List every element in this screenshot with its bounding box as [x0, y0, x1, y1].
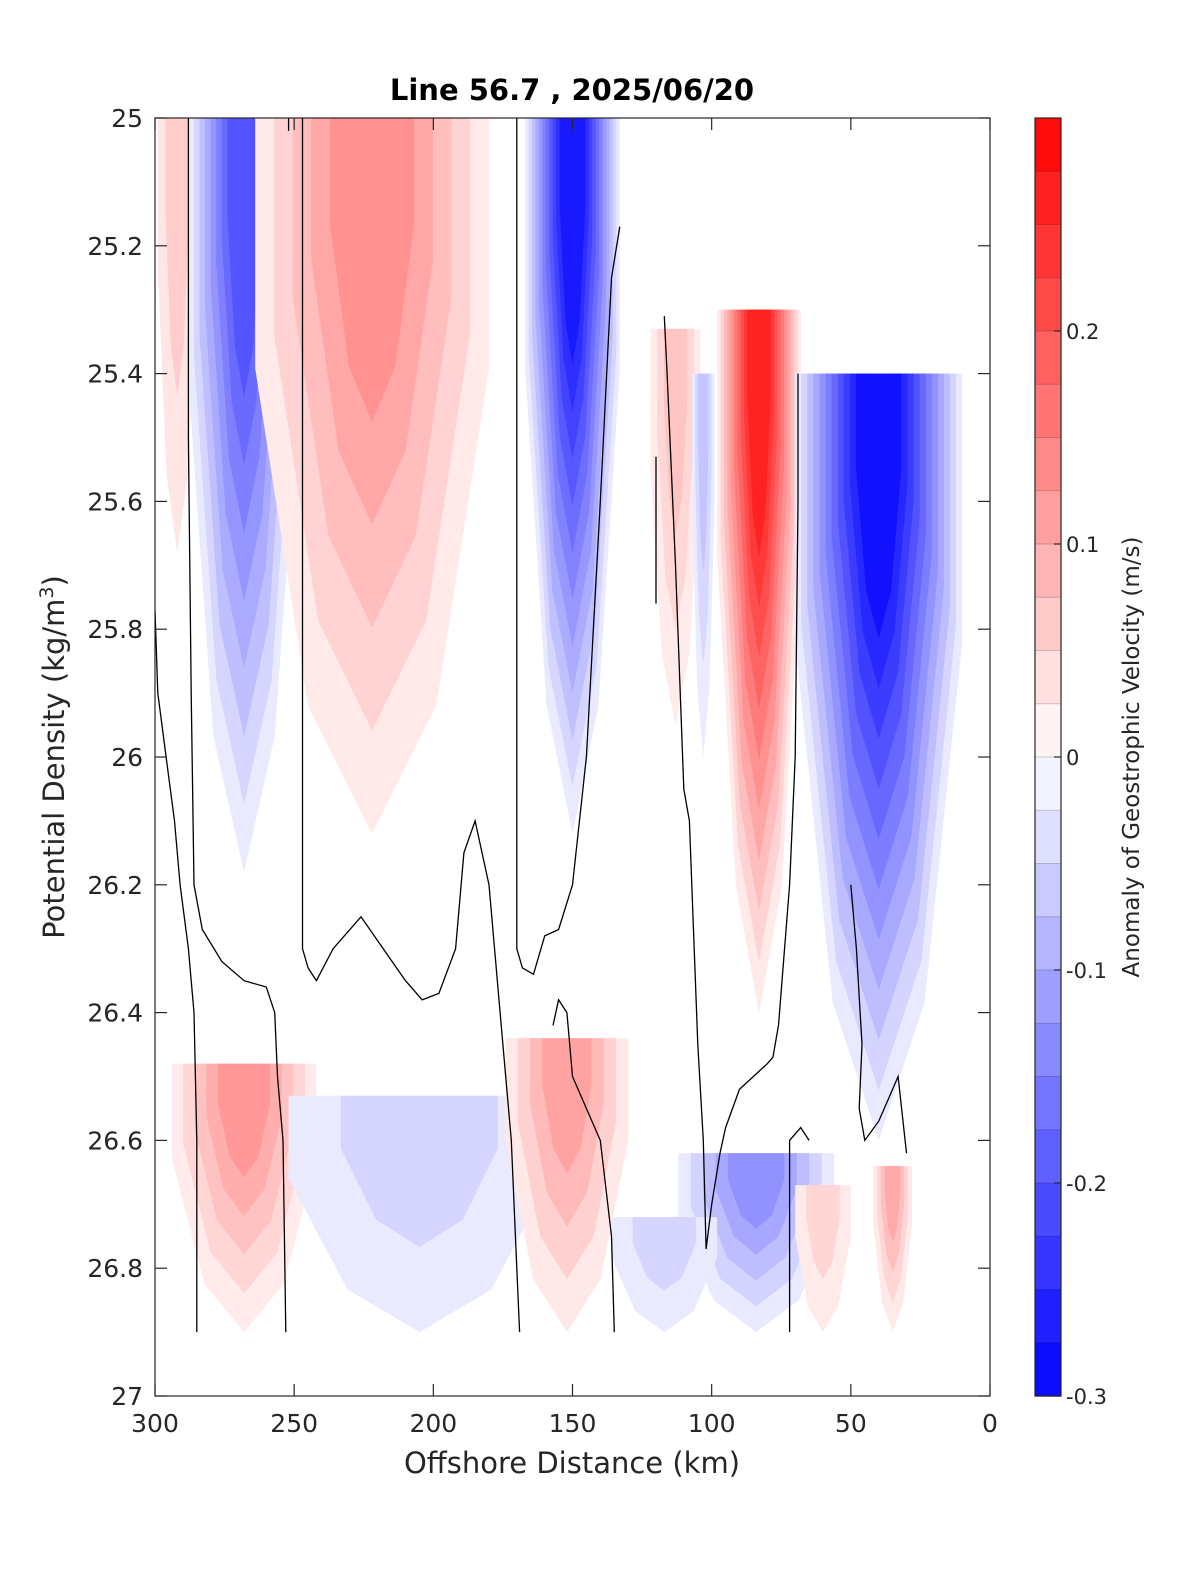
y-axis-label-superscript: 3 [36, 586, 58, 598]
y-tick-label-3: 25.6 [87, 487, 143, 516]
colorbar-level-7 [1035, 490, 1061, 545]
colorbar-tick-label-0: 0.2 [1066, 320, 1099, 344]
colorbar-tick-label-2: 0 [1066, 746, 1079, 770]
x-axis-label: Offshore Distance (km) [404, 1446, 740, 1480]
y-axis-label-main: Potential Density (kg/m [37, 599, 71, 939]
colorbar-level-16 [1035, 970, 1061, 1024]
zero-contours [155, 118, 908, 1333]
colorbar-level-11 [1035, 703, 1061, 758]
velocity-feature-0 [157, 118, 197, 553]
velocity-feature-9 [288, 1095, 551, 1333]
velocity-feature-13 [795, 1185, 851, 1333]
colorbar-level-19 [1035, 1129, 1061, 1184]
colorbar-tick-label-5: -0.3 [1066, 1385, 1107, 1409]
zero-contour-3 [301, 118, 521, 1333]
colorbar-tick-label-3: -0.1 [1066, 959, 1107, 983]
y-tick-label-7: 26.4 [87, 999, 143, 1028]
zero-contour-5 [552, 998, 615, 1333]
x-tick-label-0: 300 [131, 1409, 179, 1438]
velocity-band-5-3 [698, 373, 709, 573]
colorbar-level-12 [1035, 757, 1061, 811]
y-axis-label-close: ) [37, 575, 71, 586]
colorbar-label: Anomaly of Geostrophic Velocity (m/s) [1119, 537, 1145, 978]
x-tick-label-1: 250 [270, 1409, 318, 1438]
velocity-band-2-5 [330, 118, 415, 422]
velocity-feature-5 [692, 373, 715, 757]
y-tick-label-10: 27 [111, 1382, 143, 1411]
velocity-band-4-3 [663, 328, 688, 535]
velocity-feature-4 [650, 328, 701, 725]
colorbar [1035, 118, 1061, 1397]
y-tick-label-4: 25.8 [87, 615, 143, 644]
velocity-band-1-8 [227, 118, 261, 397]
zero-contour-0 [155, 609, 198, 1333]
x-tick-label-5: 50 [835, 1409, 867, 1438]
velocity-band-14-4 [884, 1166, 901, 1243]
colorbar-tick-label-4: -0.2 [1066, 1172, 1107, 1196]
colorbar-level-21 [1035, 1236, 1061, 1291]
velocity-band-7-11 [855, 373, 902, 639]
y-axis: 25 25.2 25.4 25.6 25.8 26 26.2 26.4 26.6 26.8 27 [87, 104, 990, 1411]
colorbar-level-0 [1035, 118, 1061, 172]
colorbar-level-9 [1035, 597, 1061, 652]
velocity-feature-3 [525, 118, 620, 834]
y-tick-label-5: 26 [111, 743, 143, 772]
velocity-feature-14 [873, 1166, 913, 1333]
velocity-band-9-2 [340, 1095, 498, 1247]
velocity-feature-8 [171, 1063, 317, 1333]
velocity-feature-10 [505, 1038, 629, 1333]
colorbar-level-2 [1035, 224, 1061, 279]
zero-contour-4 [516, 118, 621, 976]
y-tick-label-0: 25 [111, 104, 143, 133]
colorbar-level-22 [1035, 1289, 1061, 1344]
velocity-band-10-4 [542, 1038, 592, 1174]
colorbar-level-8 [1035, 544, 1061, 598]
zero-contour-9 [850, 884, 908, 1154]
colorbar-level-13 [1035, 810, 1061, 865]
colorbar-level-18 [1035, 1076, 1061, 1131]
colorbar-ticks: 0.2 0.1 0 -0.1 -0.2 -0.3 [1054, 320, 1107, 1409]
velocity-band-0-2 [165, 118, 189, 397]
zero-contour-8 [788, 1126, 810, 1333]
x-tick-label-2: 200 [409, 1409, 457, 1438]
y-tick-label-2: 25.4 [87, 360, 143, 389]
colorbar-level-3 [1035, 277, 1061, 332]
velocity-band-8-5 [218, 1063, 271, 1178]
x-axis: 300 250 200 150 100 50 0 [131, 118, 998, 1438]
velocity-field [157, 118, 963, 1333]
velocity-feature-12 [611, 1217, 718, 1333]
colorbar-level-1 [1035, 171, 1061, 226]
x-tick-label-4: 100 [688, 1409, 736, 1438]
x-tick-label-6: 0 [982, 1409, 998, 1438]
y-tick-label-6: 26.2 [87, 871, 143, 900]
velocity-feature-7 [795, 373, 963, 1141]
colorbar-level-14 [1035, 863, 1061, 918]
velocity-band-12-2 [632, 1217, 697, 1291]
y-axis-label: Potential Density (kg/m3) [36, 575, 71, 939]
velocity-band-6-10 [747, 309, 771, 558]
colorbar-level-17 [1035, 1023, 1061, 1078]
velocity-band-3-11 [559, 118, 586, 366]
colorbar-level-6 [1035, 437, 1061, 492]
y-tick-label-1: 25.2 [87, 232, 143, 261]
velocity-feature-2 [255, 118, 489, 834]
y-tick-label-9: 26.8 [87, 1254, 143, 1283]
chart-title: Line 56.7 , 2025/06/20 [390, 73, 754, 107]
zero-contour-7 [663, 316, 799, 1250]
colorbar-level-20 [1035, 1183, 1061, 1237]
colorbar-tick-label-1: 0.1 [1066, 533, 1099, 557]
colorbar-level-23 [1035, 1342, 1061, 1397]
colorbar-level-15 [1035, 916, 1061, 971]
zero-contour-1 [187, 118, 287, 1333]
colorbar-level-4 [1035, 331, 1061, 385]
y-tick-label-8: 26.6 [87, 1126, 143, 1155]
x-tick-label-3: 150 [549, 1409, 597, 1438]
velocity-feature-6 [717, 309, 801, 1013]
colorbar-level-10 [1035, 650, 1061, 705]
velocity-band-11-5 [728, 1153, 785, 1229]
velocity-band-13-2 [806, 1185, 840, 1280]
colorbar-level-5 [1035, 384, 1061, 439]
